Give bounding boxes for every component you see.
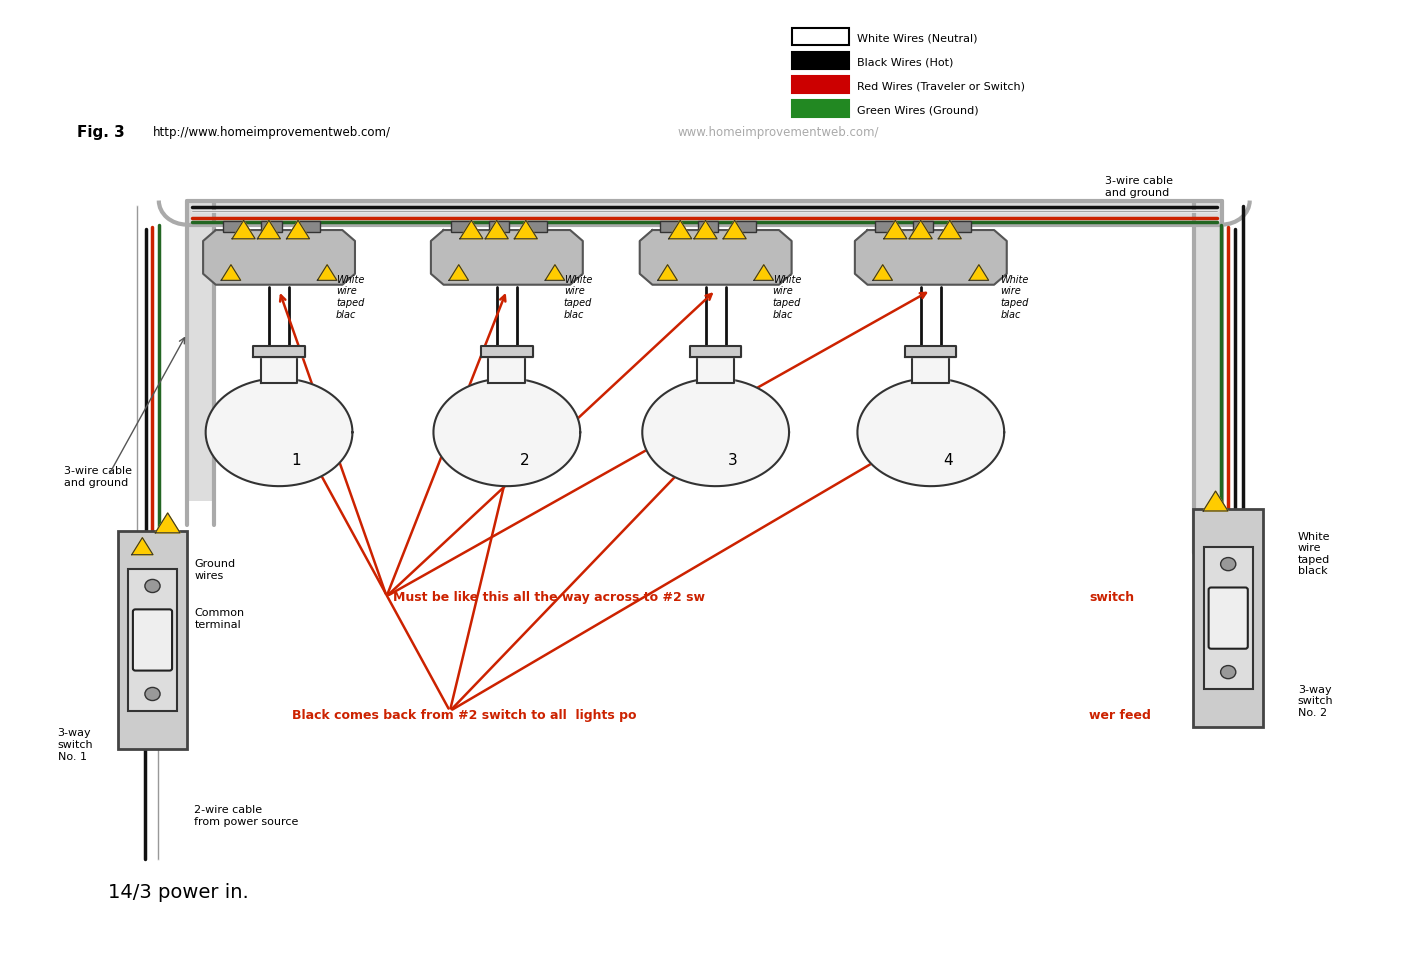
Circle shape (145, 688, 160, 700)
Polygon shape (132, 538, 153, 556)
Text: White
wire
taped
black: White wire taped black (1298, 531, 1330, 576)
Polygon shape (485, 221, 508, 239)
Polygon shape (433, 379, 581, 487)
FancyBboxPatch shape (659, 222, 681, 233)
Polygon shape (905, 347, 956, 358)
Text: White
wire
taped
blac: White wire taped blac (564, 274, 592, 319)
Text: Black comes back from #2 switch to all  lights po: Black comes back from #2 switch to all l… (291, 708, 636, 721)
Polygon shape (690, 347, 741, 358)
Polygon shape (481, 347, 533, 358)
Polygon shape (430, 231, 582, 285)
Polygon shape (460, 221, 482, 239)
Polygon shape (449, 266, 468, 281)
FancyBboxPatch shape (187, 201, 1222, 225)
Text: Ground
wires: Ground wires (194, 558, 235, 580)
FancyBboxPatch shape (875, 222, 896, 233)
FancyBboxPatch shape (950, 222, 972, 233)
FancyBboxPatch shape (697, 222, 718, 233)
Polygon shape (488, 358, 526, 383)
FancyBboxPatch shape (912, 222, 934, 233)
Polygon shape (640, 231, 792, 285)
Text: Common
terminal: Common terminal (194, 608, 245, 629)
Polygon shape (155, 514, 180, 534)
Polygon shape (1204, 492, 1227, 512)
Polygon shape (697, 358, 734, 383)
FancyBboxPatch shape (1204, 547, 1253, 689)
Polygon shape (253, 347, 305, 358)
FancyBboxPatch shape (134, 610, 172, 671)
FancyBboxPatch shape (451, 222, 471, 233)
Text: 4: 4 (943, 453, 953, 468)
Text: 1: 1 (291, 453, 301, 468)
Polygon shape (658, 266, 678, 281)
Text: www.homeimprovementweb.com/: www.homeimprovementweb.com/ (678, 126, 879, 139)
Polygon shape (232, 221, 254, 239)
Circle shape (145, 579, 160, 593)
Polygon shape (695, 221, 717, 239)
Polygon shape (318, 266, 337, 281)
FancyBboxPatch shape (489, 222, 509, 233)
Polygon shape (969, 266, 988, 281)
Text: 14/3 power in.: 14/3 power in. (108, 882, 249, 901)
FancyBboxPatch shape (299, 222, 319, 233)
FancyBboxPatch shape (792, 101, 849, 118)
Polygon shape (873, 266, 893, 281)
FancyBboxPatch shape (792, 29, 849, 47)
Text: 3-way
switch
No. 2: 3-way switch No. 2 (1298, 684, 1333, 718)
FancyBboxPatch shape (792, 52, 849, 71)
Text: Must be like this all the way across to #2 sw: Must be like this all the way across to … (392, 590, 704, 603)
Polygon shape (546, 266, 565, 281)
FancyBboxPatch shape (1209, 588, 1247, 649)
Text: Red Wires (Traveler or Switch): Red Wires (Traveler or Switch) (858, 82, 1025, 91)
FancyBboxPatch shape (262, 222, 281, 233)
FancyBboxPatch shape (128, 569, 177, 711)
Text: http://www.homeimprovementweb.com/: http://www.homeimprovementweb.com/ (152, 126, 391, 139)
Text: 2-wire cable
from power source: 2-wire cable from power source (194, 804, 298, 825)
FancyBboxPatch shape (1194, 201, 1222, 529)
Polygon shape (723, 221, 747, 239)
Text: White Wires (Neutral): White Wires (Neutral) (858, 33, 979, 44)
Text: 3: 3 (728, 453, 738, 468)
FancyBboxPatch shape (224, 222, 243, 233)
FancyBboxPatch shape (1194, 509, 1263, 728)
FancyBboxPatch shape (735, 222, 756, 233)
Polygon shape (287, 221, 309, 239)
Text: Fig. 3: Fig. 3 (76, 125, 124, 140)
Polygon shape (202, 231, 354, 285)
Text: wer feed: wer feed (1090, 708, 1152, 721)
Polygon shape (257, 221, 280, 239)
Polygon shape (669, 221, 692, 239)
Text: 3-wire cable
and ground: 3-wire cable and ground (63, 466, 132, 487)
FancyBboxPatch shape (792, 77, 849, 94)
Text: White
wire
taped
blac: White wire taped blac (1001, 274, 1029, 319)
Text: 3-wire cable
and ground: 3-wire cable and ground (1105, 176, 1174, 198)
Polygon shape (858, 379, 1004, 487)
Circle shape (1220, 558, 1236, 571)
Polygon shape (910, 221, 932, 239)
Text: White
wire
taped
blac: White wire taped blac (773, 274, 801, 319)
Polygon shape (643, 379, 789, 487)
FancyBboxPatch shape (118, 531, 187, 749)
Text: Green Wires (Ground): Green Wires (Ground) (858, 106, 979, 115)
Text: 3-way
switch
No. 1: 3-way switch No. 1 (58, 728, 93, 760)
Polygon shape (754, 266, 773, 281)
Polygon shape (221, 266, 240, 281)
Text: Black Wires (Hot): Black Wires (Hot) (858, 57, 953, 68)
Text: switch: switch (1090, 590, 1135, 603)
Text: 2: 2 (519, 453, 529, 468)
Polygon shape (912, 358, 949, 383)
FancyBboxPatch shape (527, 222, 547, 233)
Polygon shape (515, 221, 537, 239)
Text: White
wire
taped
blac: White wire taped blac (336, 274, 364, 319)
Circle shape (1220, 666, 1236, 679)
Polygon shape (260, 358, 298, 383)
Polygon shape (884, 221, 907, 239)
FancyBboxPatch shape (187, 201, 215, 501)
Polygon shape (855, 231, 1007, 285)
Polygon shape (205, 379, 353, 487)
Polygon shape (938, 221, 962, 239)
